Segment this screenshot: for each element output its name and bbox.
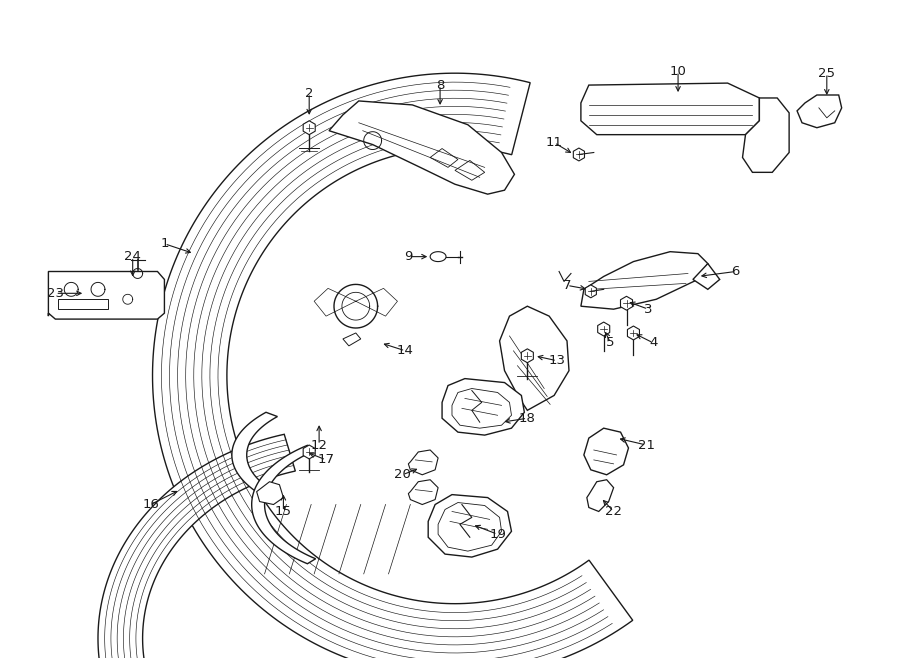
Text: 14: 14 [397,344,414,358]
Polygon shape [329,101,515,194]
Text: 18: 18 [519,412,536,425]
Polygon shape [152,73,633,661]
Text: 20: 20 [394,468,410,481]
Polygon shape [252,446,316,564]
Polygon shape [409,450,438,475]
Text: 13: 13 [549,354,565,368]
Text: 10: 10 [670,65,687,78]
Text: 2: 2 [305,87,313,100]
Text: 6: 6 [732,265,740,278]
Polygon shape [580,83,760,135]
Text: 5: 5 [607,336,615,350]
Text: 11: 11 [545,136,562,149]
Text: 25: 25 [818,67,835,80]
Polygon shape [256,482,284,504]
Polygon shape [455,161,485,180]
Polygon shape [598,322,609,336]
Text: 9: 9 [404,250,412,263]
Polygon shape [797,95,842,128]
Polygon shape [303,121,315,135]
Polygon shape [584,428,628,475]
Text: 15: 15 [274,505,292,518]
Polygon shape [742,98,789,173]
Polygon shape [500,306,569,410]
Text: 12: 12 [310,438,328,451]
Polygon shape [232,412,277,498]
Polygon shape [452,389,511,428]
Text: 24: 24 [124,250,141,263]
Polygon shape [580,252,707,309]
Polygon shape [430,252,446,262]
Polygon shape [303,445,315,459]
Text: 21: 21 [638,438,655,451]
Text: 19: 19 [490,527,506,541]
Polygon shape [428,494,511,557]
Polygon shape [521,349,534,363]
Polygon shape [409,480,438,504]
Text: 23: 23 [47,287,64,300]
Text: 16: 16 [142,498,159,511]
Polygon shape [620,296,633,310]
Text: 1: 1 [160,237,168,251]
Text: 8: 8 [436,79,445,92]
Polygon shape [438,502,501,551]
Text: 4: 4 [649,336,658,350]
Polygon shape [627,326,640,340]
Polygon shape [693,264,720,290]
Polygon shape [98,434,295,661]
Text: 7: 7 [562,279,572,292]
Polygon shape [587,480,614,512]
Polygon shape [585,285,597,297]
Polygon shape [343,333,361,346]
Text: 17: 17 [318,453,335,467]
Text: 22: 22 [605,505,622,518]
Text: 3: 3 [644,303,652,316]
Polygon shape [49,272,165,319]
Polygon shape [430,149,458,167]
Polygon shape [573,148,584,161]
Polygon shape [58,299,108,309]
Polygon shape [442,379,525,435]
